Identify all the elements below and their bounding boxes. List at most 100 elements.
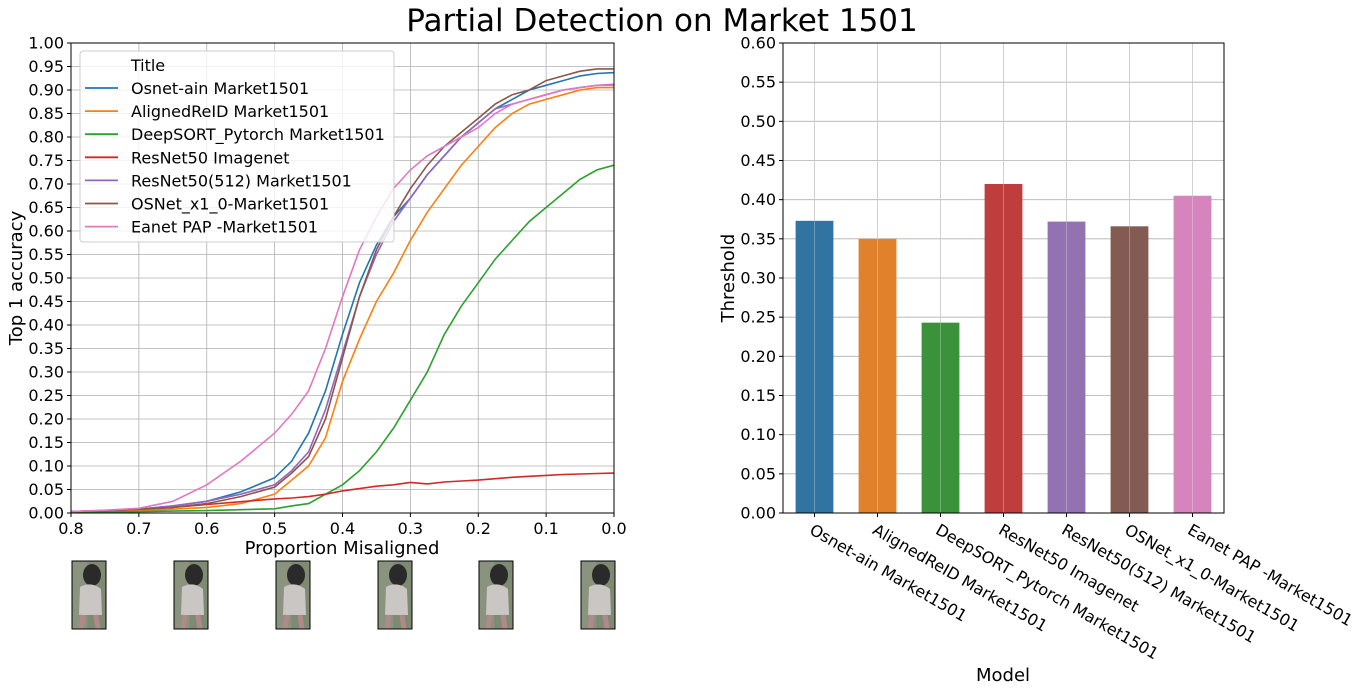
bar-chart-xlabel: Model bbox=[976, 665, 1030, 686]
thumbnail-legs bbox=[78, 614, 101, 630]
y-tick-label: 0.85 bbox=[28, 104, 64, 123]
y-tick-label: 0.00 bbox=[28, 504, 64, 523]
thumbnail-legs bbox=[180, 614, 203, 630]
y-tick-label: 0.45 bbox=[28, 292, 64, 311]
legend-label: ResNet50(512) Market1501 bbox=[131, 171, 352, 190]
line-chart-legend: Title Osnet-ain Market1501 AlignedReID Mar… bbox=[79, 50, 395, 243]
series-line bbox=[70, 164, 615, 514]
person-crop-thumbnail bbox=[71, 560, 107, 630]
bar bbox=[858, 238, 897, 514]
thumbnail-body bbox=[588, 584, 611, 615]
y-tick-label: 0.65 bbox=[28, 198, 64, 217]
thumbnail-legs bbox=[587, 614, 610, 630]
thumbnail-legs bbox=[485, 614, 508, 630]
thumbnail-strip bbox=[71, 560, 616, 630]
x-tick-label: 0.7 bbox=[126, 519, 151, 538]
thumbnail-border bbox=[377, 560, 413, 630]
legend-label: DeepSORT_Pytorch Market1501 bbox=[131, 125, 385, 145]
bar bbox=[1047, 221, 1086, 513]
y-tick-label: 0.40 bbox=[28, 316, 64, 335]
thumbnail-hair bbox=[592, 564, 610, 586]
thumbnail-border bbox=[580, 560, 616, 630]
thumbnail-hair bbox=[287, 564, 305, 586]
y-tick-label: 0.45 bbox=[740, 151, 776, 170]
legend-label: OSNet_x1_0-Market1501 bbox=[131, 195, 329, 215]
line-chart: 0.8 0.7 0.6 0.5 0.4 0.3 0.2 0.1 0.0 0.00 0.05 0.10 0… bbox=[6, 34, 627, 560]
y-tick-label: 0.55 bbox=[28, 245, 64, 264]
y-tick-label: 0.35 bbox=[28, 339, 64, 358]
y-tick-label: 0.90 bbox=[28, 81, 64, 100]
y-tick-label: 0.20 bbox=[740, 347, 776, 366]
person-crop-thumbnail bbox=[478, 560, 514, 630]
y-tick-label: 0.95 bbox=[28, 57, 64, 76]
legend-label: Eanet PAP -Market1501 bbox=[131, 218, 318, 237]
y-tick-label: 0.50 bbox=[28, 269, 64, 288]
thumbnail-hair bbox=[490, 564, 508, 586]
x-tick-label: 0.4 bbox=[330, 519, 355, 538]
y-tick-label: 0.15 bbox=[740, 386, 776, 405]
y-tick-label: 0.10 bbox=[740, 425, 776, 444]
y-tick-label: 0.60 bbox=[28, 222, 64, 241]
y-tick-label: 0.40 bbox=[740, 190, 776, 209]
y-tick-label: 0.30 bbox=[28, 363, 64, 382]
x-tick-label: 0.3 bbox=[398, 519, 423, 538]
y-tick-label: 1.00 bbox=[28, 34, 64, 53]
person-crop-thumbnail bbox=[377, 560, 413, 630]
y-tick-label: 0.10 bbox=[28, 457, 64, 476]
thumbnail-legs bbox=[282, 614, 305, 630]
thumbnail-hair bbox=[83, 564, 101, 586]
line-chart-xlabel: Proportion Misaligned bbox=[245, 538, 440, 559]
thumbnail-border bbox=[275, 560, 311, 630]
bar-chart: 0.00 0.05 0.10 0.15 0.20 0.25 0.30 0.35 0.40 0.45… bbox=[718, 34, 1356, 687]
thumbnail-body bbox=[486, 584, 509, 615]
bar bbox=[984, 184, 1023, 513]
figure-title: Partial Detection on Market 1501 bbox=[406, 3, 918, 39]
thumbnail-body bbox=[385, 584, 408, 615]
bar bbox=[795, 220, 834, 514]
bar-chart-ylabel: Threshold bbox=[718, 234, 739, 324]
bar-chart-bars bbox=[795, 43, 1212, 514]
y-tick-label: 0.75 bbox=[28, 151, 64, 170]
y-tick-label: 0.25 bbox=[740, 308, 776, 327]
thumbnail-body bbox=[283, 584, 306, 615]
x-tick-label: 0.5 bbox=[262, 519, 287, 538]
y-tick-label: 0.30 bbox=[740, 269, 776, 288]
y-tick-label: 0.00 bbox=[740, 504, 776, 523]
y-tick-label: 0.20 bbox=[28, 410, 64, 429]
person-crop-thumbnail bbox=[580, 560, 616, 630]
thumbnail-border bbox=[71, 560, 107, 630]
legend-label: Osnet-ain Market1501 bbox=[131, 79, 309, 98]
thumbnail-hair bbox=[389, 564, 407, 586]
bar bbox=[1110, 226, 1149, 514]
legend-box bbox=[79, 50, 395, 243]
x-tick-label: 0.1 bbox=[533, 519, 558, 538]
legend-title: Title bbox=[130, 56, 165, 75]
y-tick-label: 0.55 bbox=[740, 73, 776, 92]
series-line bbox=[70, 86, 614, 513]
thumbnail-body bbox=[79, 584, 102, 615]
x-tick-label: 0.6 bbox=[194, 519, 219, 538]
bar bbox=[921, 322, 960, 513]
bar bbox=[1173, 195, 1212, 513]
series-line bbox=[70, 472, 615, 513]
thumbnail-hair bbox=[185, 564, 203, 586]
thumbnail-legs bbox=[384, 614, 407, 630]
y-tick-label: 0.25 bbox=[28, 386, 64, 405]
legend-label: ResNet50 Imagenet bbox=[131, 148, 289, 167]
thumbnail-border bbox=[173, 560, 209, 630]
y-tick-label: 0.70 bbox=[28, 175, 64, 194]
y-tick-label: 0.15 bbox=[28, 433, 64, 452]
thumbnail-border bbox=[478, 560, 514, 630]
y-tick-label: 0.80 bbox=[28, 128, 64, 147]
line-chart-ylabel: Top 1 accuracy bbox=[6, 210, 27, 346]
person-crop-thumbnail bbox=[275, 560, 311, 630]
x-tick-label: 0.2 bbox=[466, 519, 491, 538]
y-tick-label: 0.05 bbox=[740, 464, 776, 483]
legend-label: AlignedReID Market1501 bbox=[131, 102, 329, 121]
y-tick-label: 0.50 bbox=[740, 112, 776, 131]
x-tick-label: 0.8 bbox=[58, 519, 83, 538]
y-tick-label: 0.35 bbox=[740, 229, 776, 248]
line-chart-ticks: 0.8 0.7 0.6 0.5 0.4 0.3 0.2 0.1 0.0 0.00 0.05 0.10 0… bbox=[28, 34, 626, 539]
thumbnail-body bbox=[181, 584, 204, 615]
person-crop-thumbnail bbox=[173, 560, 209, 630]
